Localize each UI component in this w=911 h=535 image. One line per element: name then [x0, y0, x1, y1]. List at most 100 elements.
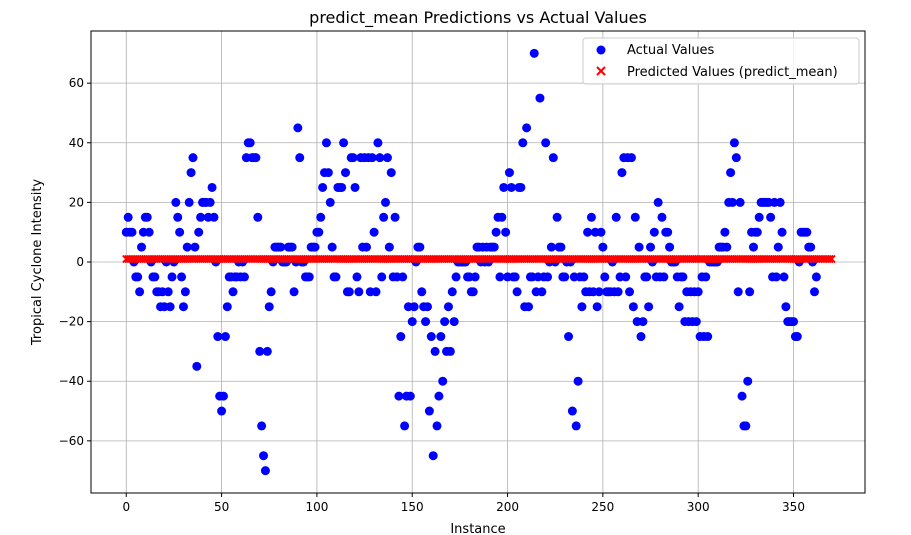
actual-point: [771, 272, 781, 282]
actual-point: [390, 212, 400, 222]
actual-point: [188, 153, 198, 163]
x-tick-label: 250: [591, 500, 614, 514]
actual-point: [144, 227, 154, 237]
actual-point: [422, 302, 432, 312]
actual-point: [276, 242, 286, 252]
actual-point: [432, 421, 442, 431]
actual-point: [781, 302, 791, 312]
actual-point: [407, 317, 417, 327]
actual-point: [260, 466, 270, 476]
actual-point: [287, 242, 297, 252]
actual-point: [649, 227, 659, 237]
actual-point: [375, 153, 385, 163]
actual-point: [257, 421, 267, 431]
actual-point: [142, 212, 152, 222]
actual-point: [636, 332, 646, 342]
actual-point: [371, 287, 381, 297]
actual-point: [470, 272, 480, 282]
actual-point: [434, 391, 444, 401]
actual-point: [512, 287, 522, 297]
y-tick-label: −20: [59, 315, 84, 329]
actual-point: [729, 138, 739, 148]
actual-point: [586, 212, 596, 222]
actual-point: [518, 138, 528, 148]
actual-point: [405, 391, 415, 401]
x-axis-label: Instance: [450, 522, 505, 535]
actual-point: [222, 302, 232, 312]
actual-point: [167, 272, 177, 282]
actual-point: [369, 227, 379, 237]
actual-point: [809, 287, 819, 297]
actual-point: [373, 138, 383, 148]
actual-point: [259, 451, 269, 461]
actual-point: [600, 272, 610, 282]
actual-point: [316, 212, 326, 222]
actual-point: [691, 317, 701, 327]
actual-point: [447, 287, 457, 297]
y-tick-label: 0: [76, 255, 84, 269]
actual-point: [295, 153, 305, 163]
actual-point: [678, 272, 688, 282]
predicted-values-points: [122, 254, 836, 264]
actual-point: [556, 242, 566, 252]
actual-point: [501, 227, 511, 237]
actual-point: [428, 451, 438, 461]
actual-point: [626, 153, 636, 163]
actual-point: [381, 197, 391, 207]
actual-point: [137, 242, 147, 252]
actual-point: [594, 287, 604, 297]
actual-point: [596, 227, 606, 237]
actual-point: [499, 182, 509, 192]
actual-point: [802, 227, 812, 237]
actual-point: [123, 212, 133, 222]
actual-values-points: [121, 48, 821, 476]
actual-point: [806, 242, 816, 252]
actual-point: [218, 391, 228, 401]
chart-title: predict_mean Predictions vs Actual Value…: [309, 8, 647, 28]
x-tick-label: 350: [782, 500, 805, 514]
actual-point: [196, 212, 206, 222]
actual-point: [722, 242, 732, 252]
x-tick-label: 300: [687, 500, 710, 514]
actual-point: [634, 242, 644, 252]
actual-point: [367, 153, 377, 163]
actual-point: [617, 168, 627, 178]
x-tick-label: 50: [214, 500, 229, 514]
actual-point: [217, 406, 227, 416]
actual-point: [728, 197, 738, 207]
actual-point: [165, 302, 175, 312]
actual-point: [653, 197, 663, 207]
actual-point: [506, 182, 516, 192]
actual-point: [516, 182, 526, 192]
actual-point: [737, 391, 747, 401]
actual-point: [251, 153, 261, 163]
actual-point: [546, 242, 556, 252]
actual-point: [325, 197, 335, 207]
actual-point: [361, 242, 371, 252]
actual-point: [583, 227, 593, 237]
actual-point: [426, 332, 436, 342]
actual-point: [379, 212, 389, 222]
actual-point: [703, 332, 713, 342]
actual-point: [789, 317, 799, 327]
actual-point: [314, 227, 324, 237]
actual-point: [564, 332, 574, 342]
actual-point: [489, 242, 499, 252]
actual-point: [377, 272, 387, 282]
actual-point: [396, 332, 406, 342]
actual-point: [304, 272, 314, 282]
actual-point: [779, 272, 789, 282]
actual-point: [754, 212, 764, 222]
x-tick-label: 200: [496, 500, 519, 514]
actual-point: [194, 227, 204, 237]
actual-point: [674, 302, 684, 312]
actual-point: [321, 138, 331, 148]
actual-point: [731, 153, 741, 163]
actual-point: [213, 332, 223, 342]
actual-point: [421, 317, 431, 327]
actual-point: [323, 168, 333, 178]
actual-point: [541, 138, 551, 148]
actual-point: [571, 421, 581, 431]
actual-point: [598, 242, 608, 252]
actual-point: [436, 332, 446, 342]
